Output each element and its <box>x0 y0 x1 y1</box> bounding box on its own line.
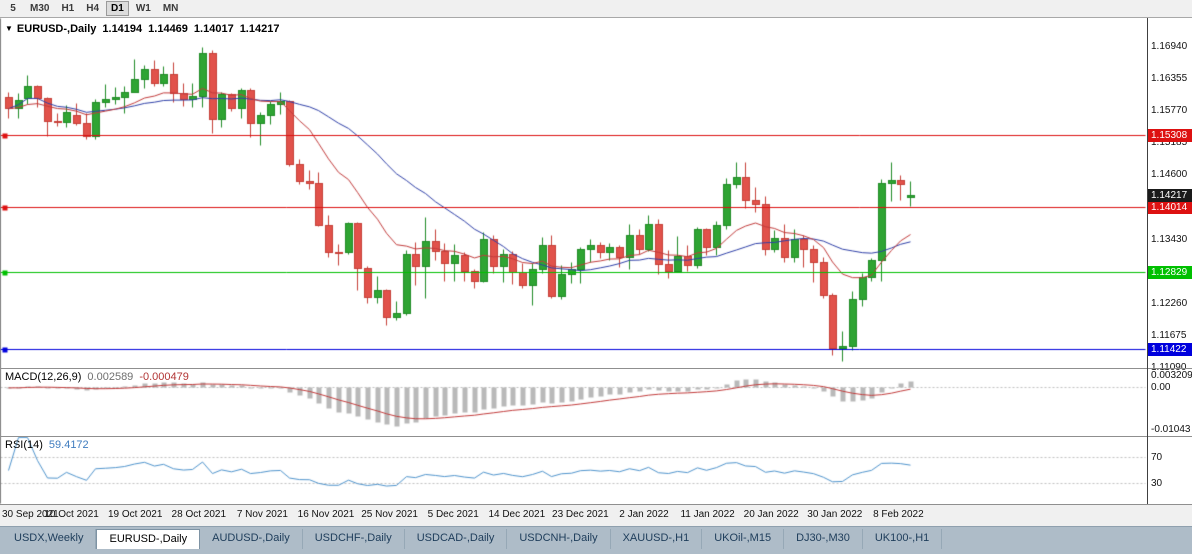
timeframe-button-h4[interactable]: H4 <box>86 3 100 14</box>
price-tick: 1.15770 <box>1151 105 1188 116</box>
macd-signal-value: -0.000479 <box>139 371 189 383</box>
timeframe-button-h1[interactable]: H1 <box>61 3 75 14</box>
chart-dropdown-icon[interactable]: ▼ <box>5 24 13 33</box>
macd-title: MACD(12,26,9) <box>5 371 82 383</box>
macd-indicator-label: MACD(12,26,9) 0.002589 -0.000479 <box>5 371 189 383</box>
date-axis[interactable]: 30 Sep 2021 10 Oct 2021 19 Oct 2021 28 Oct … <box>0 505 1192 526</box>
ohlc-low: 1.14017 <box>193 23 234 35</box>
rsi-indicator-label: RSI(14) 59.4172 <box>5 439 89 451</box>
rsi-axis-label: 30 <box>1151 478 1163 489</box>
chart-region: ▼ EURUSD-,Daily 1.14194 1.14469 1.14017 1.142… <box>0 18 1147 504</box>
chart-tab-ukoil-m15[interactable]: UKOil-,M15 <box>702 529 785 549</box>
chart-tab-uk100-h1[interactable]: UK100-,H1 <box>863 529 943 549</box>
date-label: 28 Oct 2021 <box>171 509 227 520</box>
symbol-name: EURUSD-,Daily <box>16 23 97 35</box>
macd-main-value: 0.002589 <box>87 371 134 383</box>
timeframe-button-d1[interactable]: D1 <box>106 1 129 16</box>
date-label: 19 Oct 2021 <box>107 509 163 520</box>
chart-tab-usdcad-daily[interactable]: USDCAD-,Daily <box>405 529 508 549</box>
rsi-title: RSI(14) <box>5 439 43 451</box>
chart-tab-usdchf-daily[interactable]: USDCHF-,Daily <box>303 529 405 549</box>
symbol-ohlc-label: ▼ EURUSD-,Daily 1.14194 1.14469 1.14017 1.142… <box>5 23 279 35</box>
rsi-value: 59.4172 <box>48 439 89 451</box>
date-label: 30 Sep 2021 <box>2 509 59 520</box>
macd-axis-label: 0.003209 <box>1151 370 1192 381</box>
date-label: 11 Jan 2022 <box>680 509 735 520</box>
chart-bottom-border <box>0 504 1192 505</box>
hline-price-label: 1.11422 <box>1148 343 1192 356</box>
ohlc-open: 1.14194 <box>102 23 143 35</box>
date-label: 10 Oct 2021 <box>44 509 99 520</box>
price-tick: 1.11675 <box>1151 330 1187 341</box>
price-tick: 1.16940 <box>1151 41 1188 52</box>
chart-tab-usdcnh-daily[interactable]: USDCNH-,Daily <box>507 529 611 549</box>
date-label: 7 Nov 2021 <box>236 509 288 520</box>
pane-splitter-macd[interactable] <box>0 368 1192 369</box>
chart-tab-usdx-weekly[interactable]: USDX,Weekly <box>2 529 97 549</box>
date-label: 25 Nov 2021 <box>361 509 418 520</box>
price-tick: 1.16355 <box>1151 73 1188 84</box>
price-tick: 1.12260 <box>1151 298 1188 309</box>
timeframe-button-m30[interactable]: M30 <box>30 3 50 14</box>
macd-axis-label: 0.00 <box>1151 382 1171 393</box>
hline-price-label: 1.15308 <box>1148 129 1192 142</box>
macd-axis-label: -0.01043 <box>1151 424 1191 435</box>
chart-tab-bar: USDX,Weekly EURUSD-,Daily AUDUSD-,Daily USD… <box>0 526 1192 554</box>
date-label: 8 Feb 2022 <box>873 509 924 520</box>
timeframe-button-w1[interactable]: W1 <box>135 3 151 14</box>
rsi-axis-label: 70 <box>1151 452 1163 463</box>
date-label: 30 Jan 2022 <box>807 509 863 520</box>
chart-tab-audusd-daily[interactable]: AUDUSD-,Daily <box>200 529 303 549</box>
date-label: 2 Jan 2022 <box>619 509 669 520</box>
date-label: 14 Dec 2021 <box>488 509 546 520</box>
chart-tab-eurusd-daily[interactable]: EURUSD-,Daily <box>96 529 201 549</box>
price-tick: 1.11090 <box>1151 362 1186 373</box>
chart-tab-xauusd-h1[interactable]: XAUUSD-,H1 <box>611 529 703 549</box>
price-tick: 1.13430 <box>1151 234 1188 245</box>
price-axis[interactable]: 1.16940 1.16355 1.15770 1.15185 1.14600 1.140… <box>1148 18 1192 504</box>
timeframe-toolbar: 5 M30 H1 H4 D1 W1 MN <box>0 0 1192 18</box>
pane-splitter-rsi[interactable] <box>0 436 1192 437</box>
ohlc-high: 1.14469 <box>148 23 188 35</box>
last-price-label: 1.14217 <box>1148 189 1192 202</box>
timeframe-button-mn[interactable]: MN <box>162 3 179 14</box>
timeframe-button-5[interactable]: 5 <box>10 3 16 14</box>
date-label: 16 Nov 2021 <box>297 509 355 520</box>
price-axis-border <box>1147 18 1148 504</box>
date-label: 23 Dec 2021 <box>552 509 609 520</box>
date-label: 5 Dec 2021 <box>427 509 479 520</box>
hline-price-label: 1.12829 <box>1148 266 1192 279</box>
ohlc-close: 1.14217 <box>239 23 280 35</box>
chart-canvas[interactable] <box>0 18 1147 504</box>
chart-tab-dj30-m30[interactable]: DJ30-,M30 <box>784 529 863 549</box>
price-tick: 1.15185 <box>1151 137 1188 148</box>
date-label: 20 Jan 2022 <box>743 509 799 520</box>
hline-price-label: 1.14014 <box>1148 201 1192 214</box>
price-tick: 1.14600 <box>1151 169 1188 180</box>
